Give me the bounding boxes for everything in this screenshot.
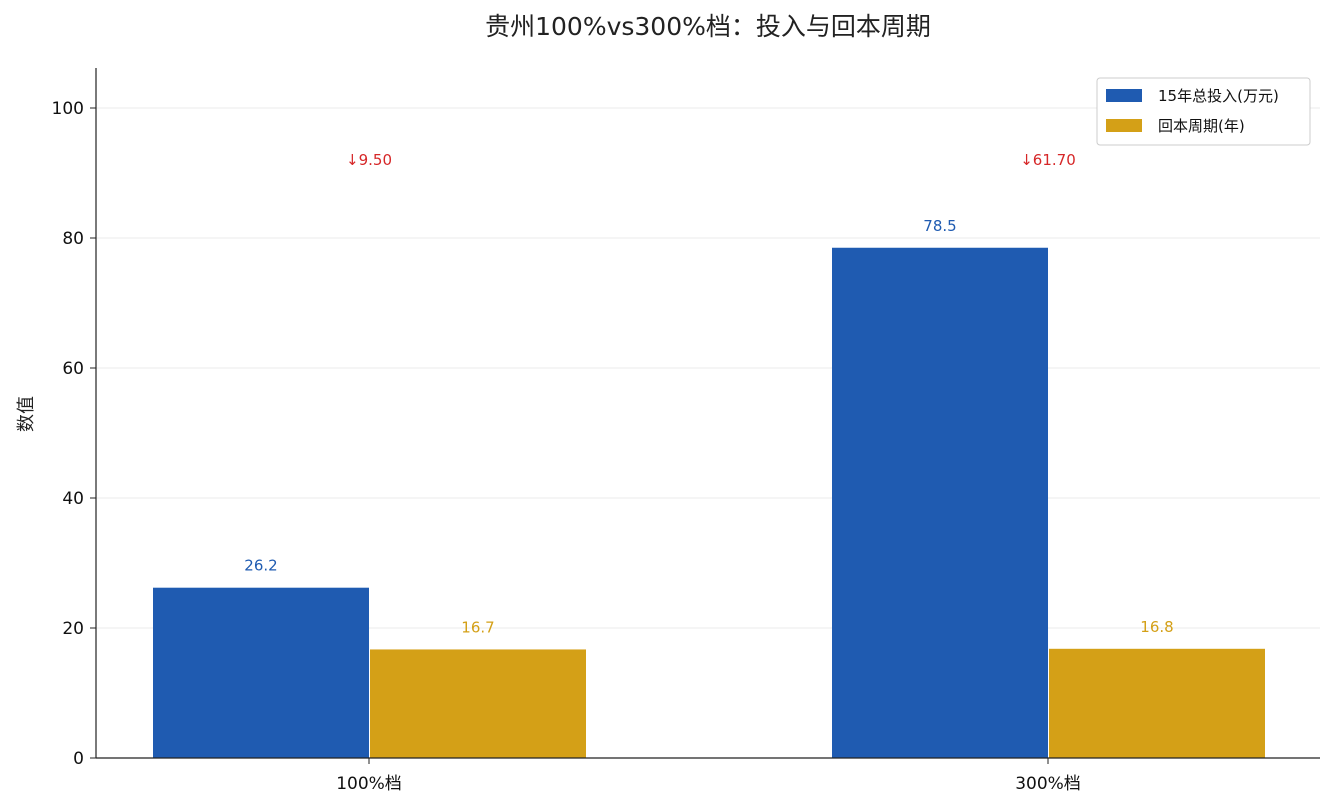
value-label-series-1-2: 78.5 xyxy=(923,217,956,235)
delta-annotation-1: ↓9.50 xyxy=(346,151,392,169)
x-tick-label-2: 300%档 xyxy=(1015,774,1081,794)
legend-swatch-series-1 xyxy=(1106,89,1142,102)
legend: 15年总投入(万元) 回本周期(年) xyxy=(1096,77,1311,146)
bar-series-1-1 xyxy=(153,587,369,758)
legend-swatch-series-2 xyxy=(1106,119,1142,132)
value-label-series-2-2: 16.8 xyxy=(1140,618,1173,636)
bar-series-2-1 xyxy=(370,649,586,758)
grid-lines xyxy=(96,107,1320,629)
y-tick-label-20: 20 xyxy=(62,619,84,639)
bars-group xyxy=(153,247,1265,758)
x-ticks-group: 100%档 300%档 xyxy=(336,758,1081,794)
y-tick-label-40: 40 xyxy=(62,489,84,509)
legend-label-series-2: 回本周期(年) xyxy=(1158,117,1245,135)
x-tick-label-1: 100%档 xyxy=(336,774,402,794)
value-label-series-2-1: 16.7 xyxy=(461,618,494,636)
chart-title: 贵州100%vs300%档：投入与回本周期 xyxy=(485,12,931,41)
bar-series-2-2 xyxy=(1049,648,1265,758)
value-labels-group: 26.2 78.5 16.7 16.8 xyxy=(244,217,1173,637)
annotations-group: ↓9.50 ↓61.70 xyxy=(346,151,1076,169)
bar-series-1-2 xyxy=(832,247,1048,758)
y-tick-label-0: 0 xyxy=(73,749,84,769)
delta-annotation-2: ↓61.70 xyxy=(1020,151,1076,169)
y-ticks-group: 0 20 40 60 80 100 xyxy=(52,99,96,769)
y-tick-label-60: 60 xyxy=(62,359,84,379)
y-tick-label-100: 100 xyxy=(52,99,84,119)
y-tick-label-80: 80 xyxy=(62,229,84,249)
value-label-series-1-1: 26.2 xyxy=(244,557,277,575)
legend-label-series-1: 15年总投入(万元) xyxy=(1158,87,1279,105)
y-axis-label: 数值 xyxy=(16,396,37,432)
legend-box xyxy=(1096,77,1311,146)
